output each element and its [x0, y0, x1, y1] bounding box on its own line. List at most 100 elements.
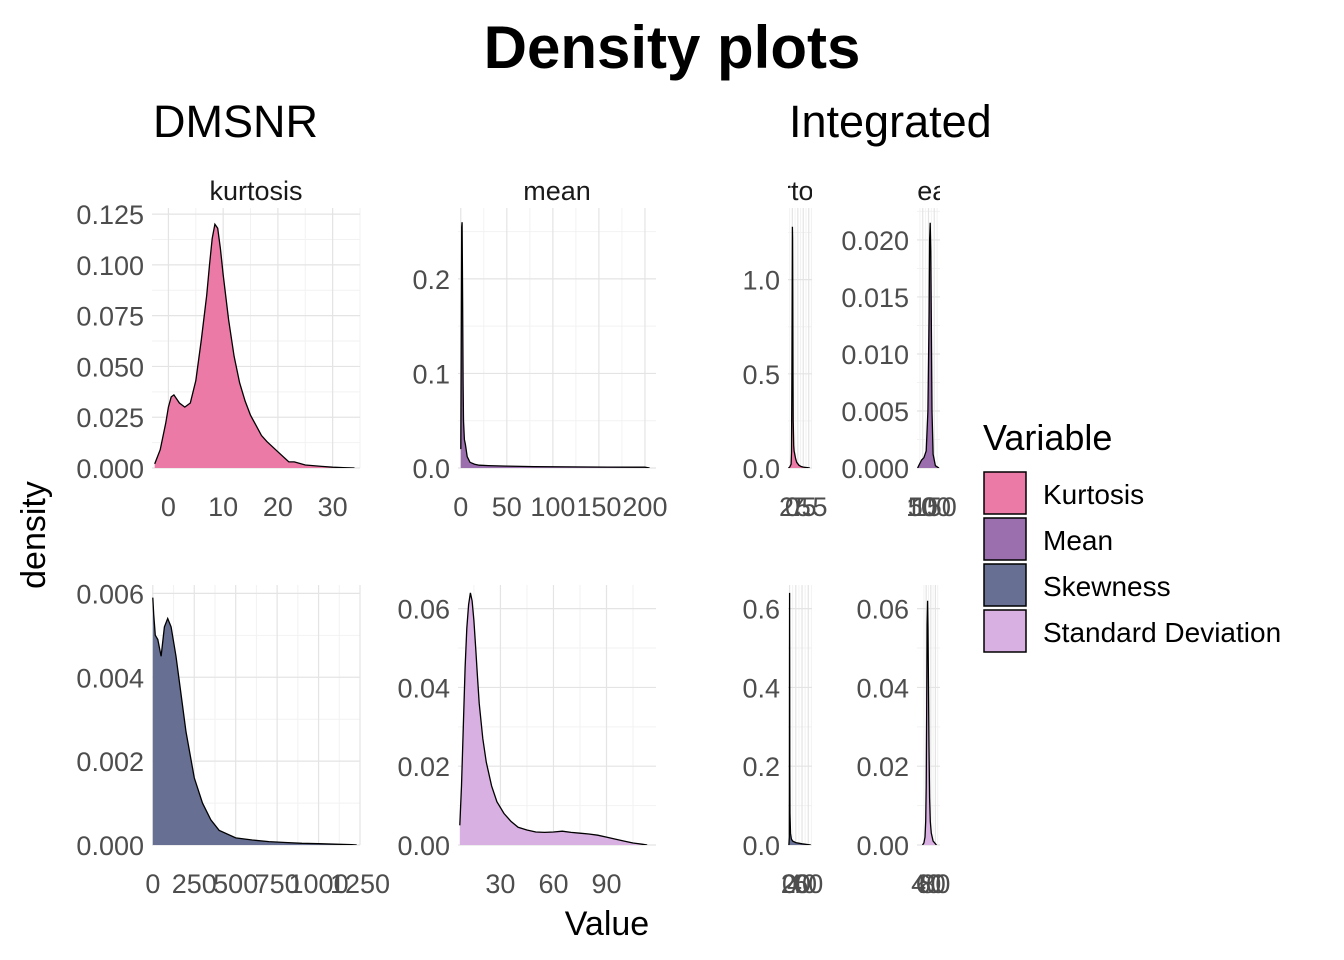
- y-tick-label: 0.000: [841, 454, 909, 484]
- strip-label-skew: skew: [769, 553, 831, 583]
- x-tick-label: 40: [787, 869, 817, 899]
- density-area-mean: [460, 222, 650, 468]
- strip-label-skew: skew: [225, 553, 287, 583]
- x-tick-label: 60: [538, 869, 568, 899]
- group-title-integrated: Integrated: [789, 96, 992, 147]
- legend-key-skewness: [983, 563, 1027, 607]
- x-tick-label: 10: [208, 492, 238, 522]
- strip-label-mean: mean: [523, 176, 591, 206]
- strip-label-stdev: stdev: [525, 553, 590, 583]
- x-tick-label: 60: [916, 869, 946, 899]
- x-tick-label: 80: [920, 869, 950, 899]
- y-tick-label: 0.4: [742, 673, 780, 703]
- density-line-skew: [788, 592, 811, 845]
- y-tick-label: 0.004: [76, 663, 144, 693]
- y-tick-label: 0.006: [76, 579, 144, 609]
- x-tick-label: 40: [911, 869, 941, 899]
- y-tick-label: 0.015: [841, 283, 909, 313]
- x-tick-label: 500: [213, 869, 258, 899]
- x-tick-label: 0: [782, 869, 797, 899]
- legend-title: Variable: [983, 417, 1112, 458]
- x-tick-label: 150: [576, 492, 621, 522]
- legend-key-mean: [983, 517, 1027, 561]
- y-tick-label: 0.06: [856, 595, 909, 625]
- x-tick-label: 20: [781, 869, 811, 899]
- y-tick-label: 0.000: [76, 454, 144, 484]
- y-tick-label: 0.075: [76, 302, 144, 332]
- legend-label-standard-deviation: Standard Deviation: [1043, 617, 1281, 648]
- density-area-skew: [152, 597, 357, 845]
- x-tick-label: 750: [255, 869, 300, 899]
- y-tick-label: 0.025: [76, 403, 144, 433]
- y-tick-label: 0.04: [856, 673, 909, 703]
- density-line-skew: [152, 597, 357, 845]
- x-tick-label: 100: [906, 492, 951, 522]
- density-line-kurtosis: [154, 222, 355, 468]
- density-line-stdev: [459, 592, 648, 845]
- figure-title: Density plots: [484, 14, 861, 81]
- x-tick-label: 5: [796, 492, 811, 522]
- y-tick-label: 0.02: [397, 752, 450, 782]
- x-tick-label: 1250: [330, 869, 390, 899]
- group-title-dmsnr: DMSNR: [153, 96, 318, 147]
- x-tick-label: 30: [485, 869, 515, 899]
- x-tick-label: 100: [530, 492, 575, 522]
- density-line-mean: [917, 222, 940, 468]
- x-tick-label: 0: [785, 492, 800, 522]
- strip-label-kurtosis: kurtosis: [209, 176, 302, 206]
- panel-integrated-kurtosis: kurtosis 0.0 0.5 1.0 02.557.5: [742, 176, 846, 522]
- x-tick-label: 250: [172, 869, 217, 899]
- y-tick-label: 0.0: [412, 454, 450, 484]
- y-tick-label: 0.02: [856, 752, 909, 782]
- x-tick-label: 30: [318, 492, 348, 522]
- x-tick-label: 150: [912, 492, 957, 522]
- y-tick-label: 0.2: [412, 265, 450, 295]
- x-tick-label: 60: [793, 869, 823, 899]
- y-tick-label: 0.1: [412, 359, 450, 389]
- y-tick-label: 0.000: [76, 831, 144, 861]
- strip-label-kurtosis: kurtosis: [753, 176, 846, 206]
- y-tick-label: 0.00: [397, 831, 450, 861]
- strip-label-mean: mean: [895, 176, 963, 206]
- legend-label-mean: Mean: [1043, 525, 1113, 556]
- legend-key-standard-deviation: [983, 609, 1027, 653]
- y-tick-label: 0.0: [742, 831, 780, 861]
- x-tick-label: 50: [908, 492, 938, 522]
- x-tick-label: 90: [591, 869, 621, 899]
- y-tick-label: 0.100: [76, 251, 144, 281]
- x-tick-label: 200: [622, 492, 667, 522]
- density-line-kurtosis: [788, 226, 810, 468]
- y-tick-label: 1.0: [742, 266, 780, 296]
- x-tick-label: 0: [453, 492, 468, 522]
- x-tick-label: 20: [263, 492, 293, 522]
- y-tick-label: 0.6: [742, 595, 780, 625]
- density-area-mean: [917, 222, 939, 468]
- y-tick-label: 0.005: [841, 397, 909, 427]
- y-tick-label: 0.2: [742, 752, 780, 782]
- x-tick-label: 2.5: [779, 492, 817, 522]
- density-line-mean: [460, 222, 650, 468]
- x-tick-label: 1000: [289, 869, 349, 899]
- density-area-kurtosis: [154, 224, 355, 468]
- panel-dmsnr-skew: skew 0.000 0.002 0.004 0.006 0 250500750100012…: [76, 553, 390, 899]
- y-axis-title: density: [15, 481, 53, 589]
- strip-label-stdev: stdev: [896, 553, 961, 583]
- legend-label-skewness: Skewness: [1043, 571, 1171, 602]
- x-tick-label: 0: [145, 869, 160, 899]
- y-tick-label: 0.5: [742, 360, 780, 390]
- y-tick-label: 0.0: [742, 454, 780, 484]
- y-tick-label: 0.002: [76, 747, 144, 777]
- x-tick-label: 7.5: [790, 492, 828, 522]
- panel-dmsnr-kurtosis: kurtosis 0.000 0.025 0.050 0.075 0.100 0.125 0 1…: [76, 176, 361, 522]
- legend-key-kurtosis: [983, 471, 1027, 515]
- x-tick-label: 0: [161, 492, 176, 522]
- panel-dmsnr-stdev: stdev 0.00 0.02 0.04 0.06 30 60 90: [397, 553, 656, 899]
- legend: Variable Kurtosis Mean Skewness Standard De…: [983, 417, 1281, 653]
- x-axis-title: Value: [565, 905, 649, 943]
- y-tick-label: 0.04: [397, 673, 450, 703]
